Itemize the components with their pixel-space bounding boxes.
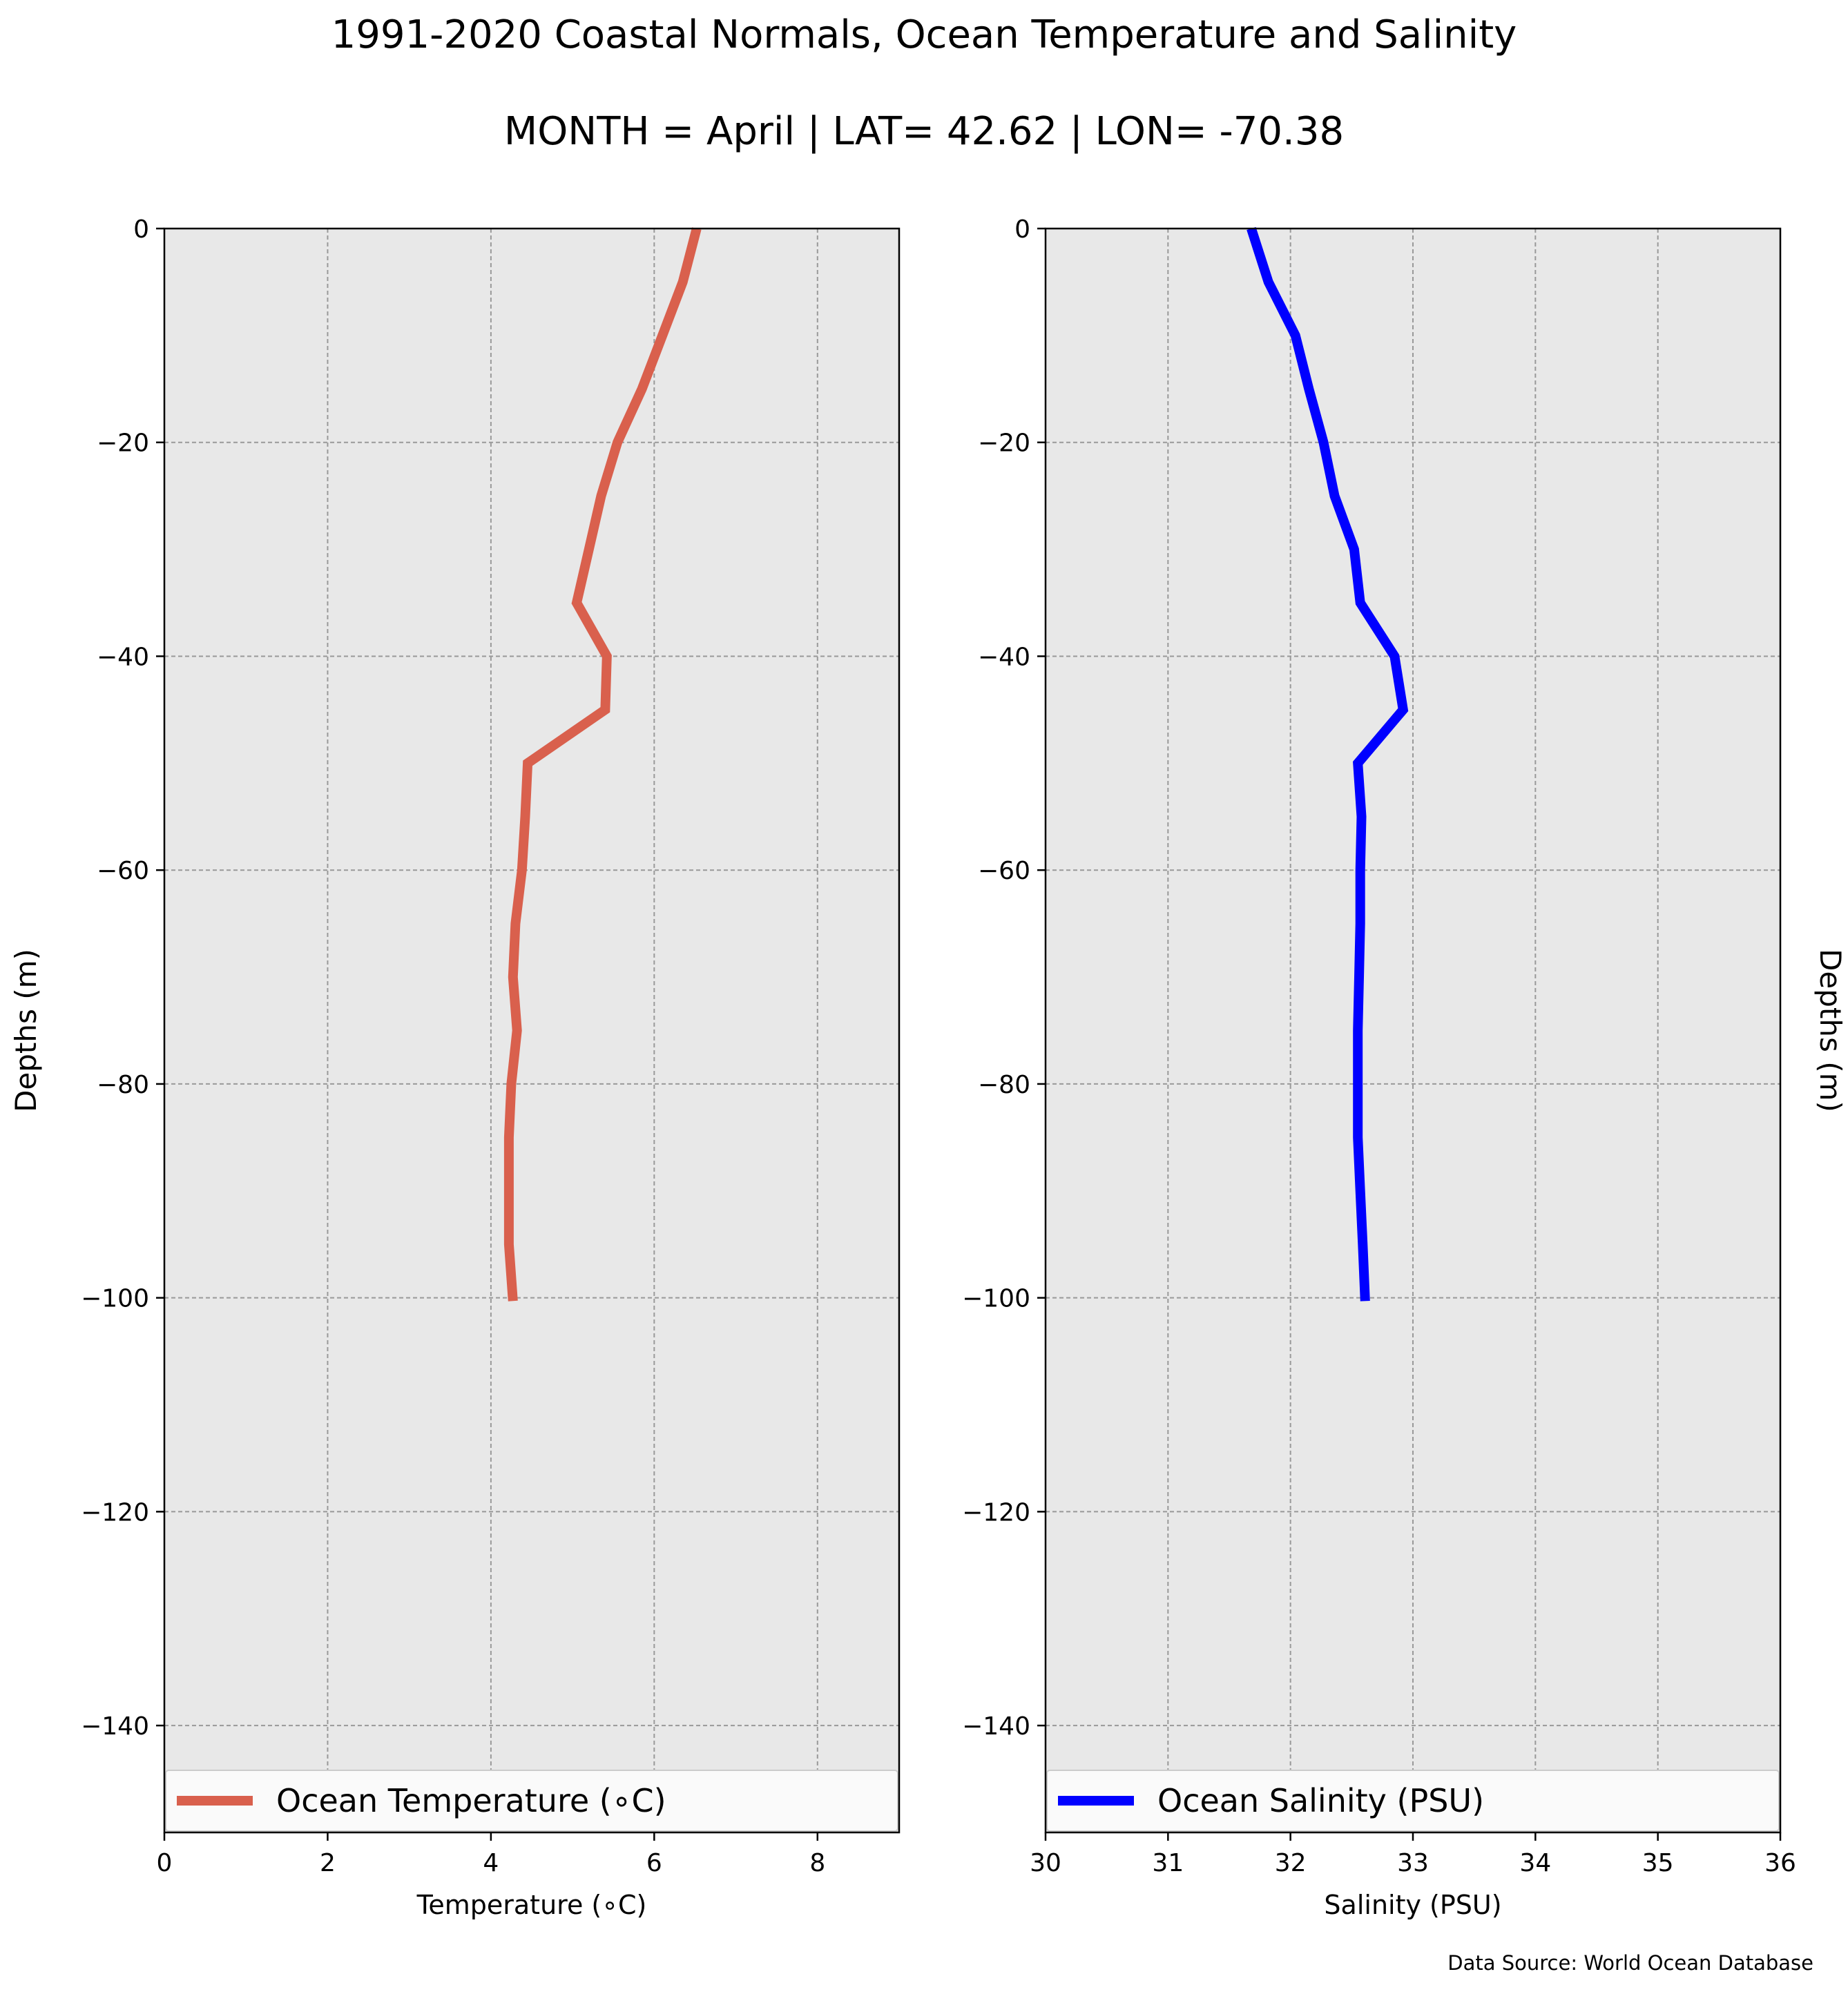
y-tick-label: 0 — [1014, 215, 1030, 244]
plot-panel-1: Ocean Temperature (∘C) 0 2 4 6 8 0 −20 −40 −60 −80… — [9, 215, 901, 1920]
legend: Ocean Salinity (PSU) — [1046, 1770, 1780, 1832]
plot-area — [164, 229, 899, 1832]
y-tick-label: 0 — [133, 215, 149, 244]
y-tick-label: −40 — [97, 643, 149, 671]
series-line-1 — [503, 227, 702, 1302]
chart-title: 1991-2020 Coastal Normals, Ocean Tempera… — [331, 12, 1517, 57]
data-source-note: Data Source: World Ocean Database — [1447, 1951, 1813, 1975]
y-tick-label: −60 — [978, 857, 1030, 885]
y-tick-label: −60 — [97, 857, 149, 885]
x-tick-label: 31 — [1152, 1849, 1184, 1877]
y-tick-label: −120 — [962, 1498, 1030, 1527]
y-tick-label: −100 — [962, 1285, 1030, 1313]
x-tick-label: 33 — [1397, 1849, 1429, 1877]
x-tick-label: 34 — [1519, 1849, 1551, 1877]
x-tick-label: 36 — [1764, 1849, 1796, 1877]
y-axis-label: Depths (m) — [9, 949, 43, 1112]
x-tick-label: 32 — [1275, 1849, 1307, 1877]
y-tick-label: −40 — [978, 643, 1030, 671]
x-tick-label: 30 — [1030, 1849, 1061, 1877]
x-axis-label: Temperature (∘C) — [416, 1890, 647, 1920]
x-tick-label: 2 — [320, 1849, 336, 1877]
y-tick-label: −140 — [962, 1712, 1030, 1741]
y-tick-label: −20 — [97, 429, 149, 458]
y-tick-label: −140 — [81, 1712, 149, 1741]
y-axis-label: Depths (m) — [1813, 949, 1847, 1112]
y-tick-label: −20 — [978, 429, 1030, 458]
legend-box — [1046, 1770, 1780, 1832]
legend-label: Ocean Temperature (∘C) — [276, 1782, 666, 1819]
plot-panel-2: Ocean Salinity (PSU) 30 31 32 33 34 35 36 0 −20 −4… — [962, 215, 1847, 1920]
legend-label: Ocean Salinity (PSU) — [1157, 1782, 1484, 1819]
y-tick-label: −80 — [97, 1071, 149, 1099]
axes-frame — [163, 227, 901, 1834]
x-tick-label: 8 — [809, 1849, 825, 1877]
y-tick-label: −120 — [81, 1498, 149, 1527]
y-tick-label: −100 — [81, 1285, 149, 1313]
y-tick-label: −80 — [978, 1071, 1030, 1099]
x-tick-label: 4 — [483, 1849, 499, 1877]
x-axis-label: Salinity (PSU) — [1324, 1890, 1501, 1920]
x-tick-label: 35 — [1642, 1849, 1674, 1877]
legend: Ocean Temperature (∘C) — [165, 1770, 898, 1832]
chart-subtitle: MONTH = April | LAT= 42.62 | LON= -70.38 — [503, 109, 1345, 154]
x-tick-label: 6 — [646, 1849, 662, 1877]
legend-box — [165, 1770, 898, 1832]
series-line-1 — [1247, 226, 1409, 1302]
x-tick-label: 0 — [157, 1849, 173, 1877]
